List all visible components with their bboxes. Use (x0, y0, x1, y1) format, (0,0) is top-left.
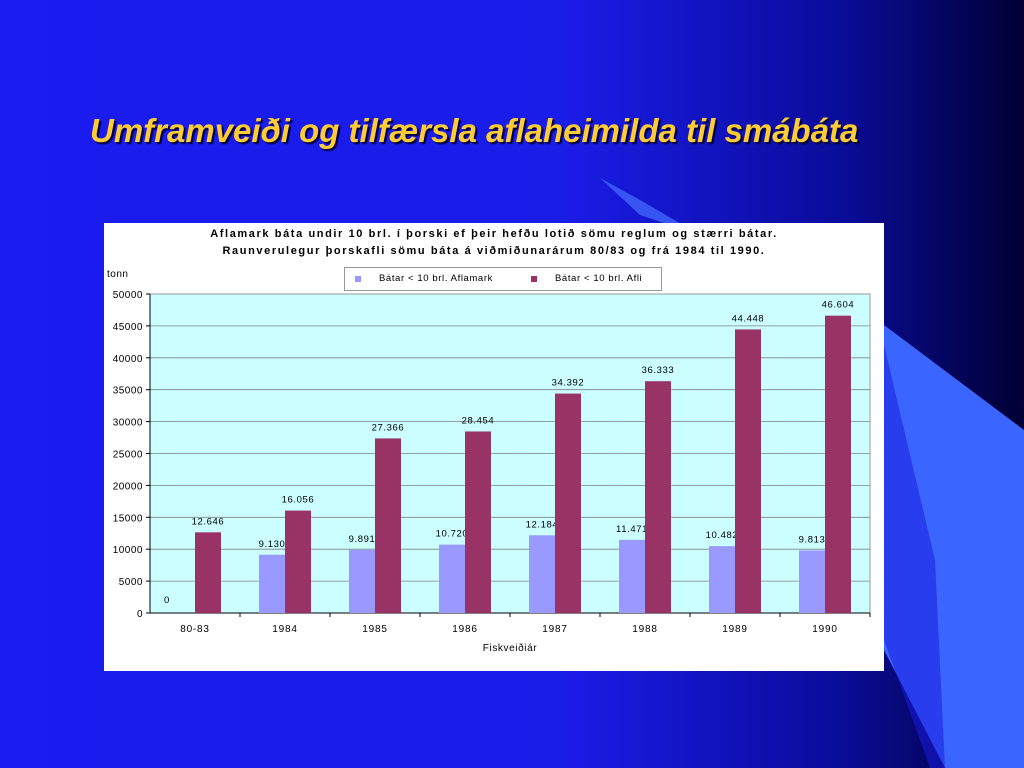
x-tick-label: 1986 (452, 624, 477, 635)
bar-series-1 (619, 539, 645, 613)
y-axis-label: tonn (107, 269, 129, 280)
x-tick-label: 1990 (812, 624, 837, 635)
y-tick-label: 10000 (113, 545, 143, 556)
legend-swatch-series-2 (531, 275, 537, 282)
bar-series-2 (735, 329, 761, 613)
x-tick-label: 1989 (722, 624, 747, 635)
data-label-series-2: 34.392 (552, 378, 585, 389)
bar-series-1 (799, 550, 825, 613)
legend-item-series-2: Bátar < 10 brl. Afli (531, 273, 642, 284)
bar-series-2 (285, 510, 311, 613)
data-label-series-1: 9.130 (259, 539, 286, 550)
data-label-series-1: 10.482 (706, 530, 739, 541)
x-tick-label: 1985 (362, 624, 387, 635)
y-tick-label: 30000 (113, 418, 143, 429)
bar-series-1 (349, 549, 375, 613)
y-tick-label: 25000 (113, 450, 143, 461)
chart-title-line2: Raunverulegur þorskafli sömu báta á viðm… (222, 245, 766, 257)
x-tick-label: 1988 (632, 624, 657, 635)
chart-legend: Bátar < 10 brl. Aflamark Bátar < 10 brl.… (344, 267, 662, 291)
bar-series-2 (195, 532, 221, 613)
bar-series-2 (375, 438, 401, 613)
x-tick-label: 80-83 (180, 624, 210, 635)
data-label-series-1: 9.891 (349, 534, 376, 545)
data-label-series-2: 28.454 (462, 415, 495, 426)
x-axis-label: Fiskveiðiár (482, 643, 538, 654)
bar-series-2 (555, 393, 581, 613)
bar-series-1 (439, 544, 465, 613)
data-label-series-2: 12.646 (192, 516, 225, 527)
bar-series-2 (465, 431, 491, 613)
y-tick-label: 5000 (119, 577, 143, 588)
data-label-series-1: 12.184 (526, 519, 559, 530)
y-tick-label: 45000 (113, 322, 143, 333)
x-tick-label: 1984 (272, 624, 297, 635)
data-label-series-1: 10.720 (436, 529, 469, 540)
data-label-series-2: 16.056 (282, 495, 315, 506)
decorative-sliver (600, 178, 700, 235)
legend-label-series-2: Bátar < 10 brl. Afli (555, 273, 643, 284)
data-label-series-2: 36.333 (642, 365, 675, 376)
data-label-series-1: 0 (164, 595, 170, 606)
decorative-shadow (884, 345, 945, 768)
legend-label-series-1: Bátar < 10 brl. Aflamark (379, 273, 493, 284)
y-tick-label: 50000 (113, 290, 143, 301)
slide-title: Umframveiði og tilfærsla aflaheimilda ti… (90, 112, 859, 149)
y-tick-label: 40000 (113, 354, 143, 365)
bar-series-1 (529, 535, 555, 613)
chart-panel: Aflamark báta undir 10 brl. í þorski ef … (104, 223, 884, 671)
y-tick-label: 20000 (113, 481, 143, 492)
y-tick-label: 15000 (113, 513, 143, 524)
y-tick-label: 0 (137, 609, 143, 620)
data-label-series-2: 44.448 (732, 313, 765, 324)
bar-series-1 (709, 546, 735, 613)
legend-item-series-1: Bátar < 10 brl. Aflamark (355, 273, 493, 284)
y-tick-label: 35000 (113, 386, 143, 397)
data-label-series-1: 9.813 (799, 534, 826, 545)
data-label-series-1: 11.471 (616, 524, 648, 535)
bar-series-1 (259, 554, 285, 613)
legend-swatch-series-1 (355, 275, 361, 282)
x-tick-label: 1987 (542, 624, 567, 635)
data-label-series-2: 46.604 (822, 300, 855, 311)
bar-series-2 (645, 381, 671, 613)
bar-chart: 0 5000 10000 15000 20000 25000 30000 35000 40000… (113, 290, 871, 635)
chart-title-line1: Aflamark báta undir 10 brl. í þorski ef … (210, 228, 778, 240)
data-label-series-2: 27.366 (372, 422, 405, 433)
bar-series-2 (825, 315, 851, 613)
